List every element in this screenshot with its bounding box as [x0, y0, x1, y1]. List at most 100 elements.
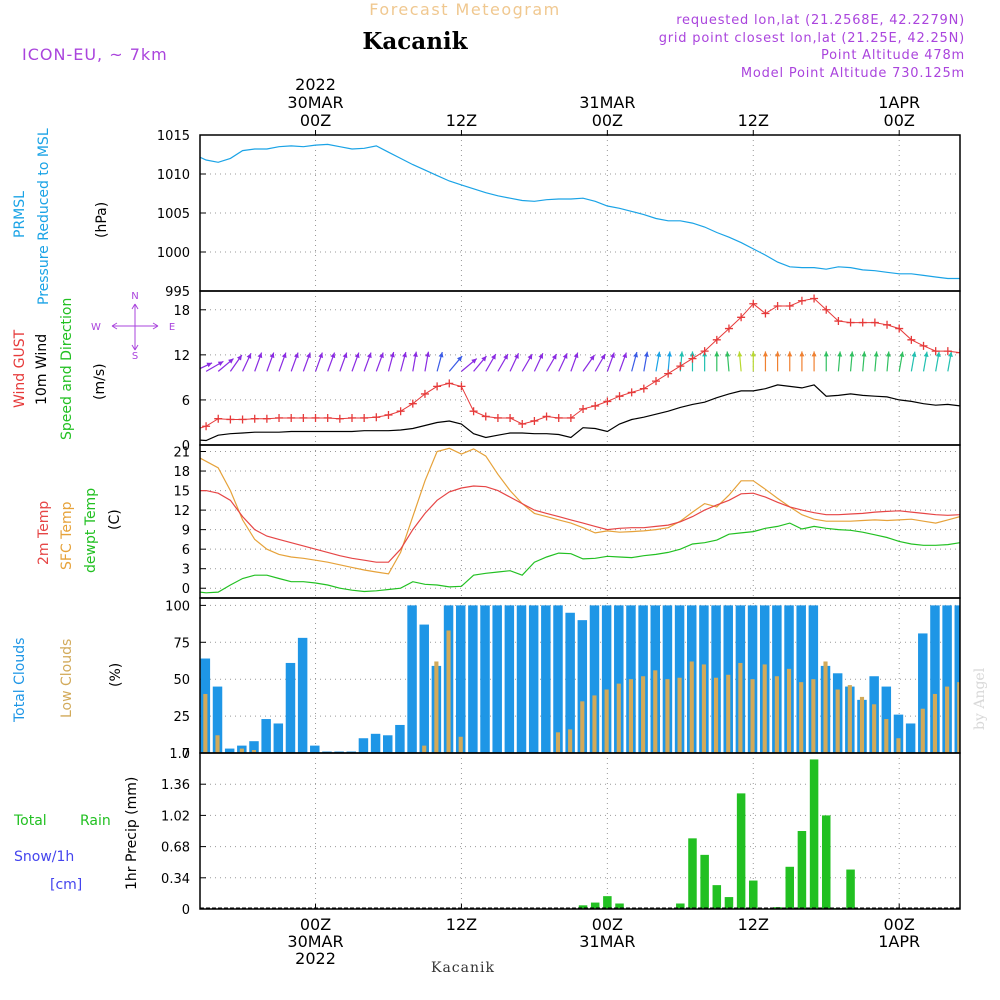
total-cloud-bar [905, 723, 916, 753]
total-cloud-bar [930, 605, 940, 753]
gust-marker [870, 318, 879, 327]
gust-marker [579, 404, 588, 413]
wind-arrow-head [318, 352, 323, 359]
gust-marker [712, 335, 721, 344]
wind-arrow [461, 358, 478, 372]
rain-bar [736, 793, 746, 909]
low-cloud-bar [665, 679, 670, 753]
panels: 9951000100510101015061218036912151821025… [157, 129, 1000, 918]
total-cloud-bar [395, 724, 405, 753]
top-time-label: 12Z [446, 111, 477, 130]
rain-bar [578, 905, 588, 909]
low-cloud-bar [738, 662, 743, 753]
panel-pressure: 995 1000 1005 1010 1015 [157, 129, 961, 300]
label-hpa: (hPa) [94, 202, 110, 238]
wind-arrow [436, 351, 444, 372]
wind-arrow [787, 351, 793, 372]
wind-arrow [799, 351, 805, 372]
low-cloud-bar [726, 674, 731, 753]
wind-arrow [546, 353, 558, 372]
wind-arrow-head [633, 352, 638, 358]
point-altitude: Point Altitude 478m [821, 48, 965, 63]
y-tick-label: 1010 [157, 168, 190, 183]
gust-marker [408, 399, 417, 408]
low-cloud-bar [251, 750, 257, 753]
wind-arrow-shaft [959, 369, 960, 372]
wind-arrow [898, 351, 905, 372]
rain-bar [676, 903, 685, 909]
low-cloud-bar [762, 664, 767, 753]
wind-arrow-head [236, 354, 242, 361]
low-cloud-bar [239, 748, 244, 753]
wind-arrow [885, 351, 891, 372]
rain-bar [785, 866, 795, 909]
total-cloud-bar [310, 745, 320, 753]
wind-arrow-head [947, 351, 953, 358]
total-cloud-bar [383, 735, 393, 753]
bottom-time-axis: 00Z30MAR202212Z00Z31MAR12Z00Z1APR12Z [287, 903, 920, 968]
wind-arrow-shaft [200, 363, 201, 364]
gust-marker [724, 324, 733, 333]
wind-compass: N W E S [91, 291, 175, 362]
low-cloud-bar [896, 738, 901, 753]
label-low-clouds: Low Clouds [59, 639, 75, 718]
gust-marker [299, 413, 308, 422]
gust-marker [214, 414, 223, 423]
wind-arrow [473, 355, 487, 372]
low-cloud-bar [215, 735, 220, 753]
compass-s: S [132, 351, 138, 362]
wind-arrow [737, 351, 743, 372]
y-tick-label: 1015 [157, 129, 190, 144]
wind-arrow-head [610, 352, 615, 359]
wind-arrow-head [811, 351, 817, 357]
wind-arrow-head [379, 352, 384, 359]
total-cloud-bar [565, 612, 575, 753]
wind-arrow-shaft [996, 352, 1000, 371]
low-cloud-bar [616, 683, 621, 753]
total-cloud-bar [614, 605, 624, 753]
wind-arrow-head [823, 351, 829, 357]
gust-line [200, 297, 960, 429]
plot-area-wind [200, 294, 1000, 442]
temp-2m-line [200, 485, 960, 563]
wind-arrow [714, 351, 720, 372]
gust-marker [797, 296, 806, 305]
gust-marker [785, 302, 794, 311]
panel-precip: 0 0.34 0.68 1.02 1.36 1.7 [161, 747, 961, 918]
rain-bar [712, 885, 722, 909]
wind-arrow [594, 353, 606, 372]
gust-marker [493, 413, 502, 422]
wind-arrow-head [206, 362, 213, 368]
label-speed-direction: Speed and Direction [59, 298, 75, 440]
y-tick-label: 75 [173, 636, 190, 651]
rain-bar [590, 902, 600, 909]
gust-marker [919, 341, 928, 350]
gust-marker [688, 354, 697, 363]
wind-arrow [996, 352, 1000, 371]
requested-coords: requested lon,lat (21.2568E, 42.2279N) [676, 13, 965, 28]
wind-arrow-head [330, 352, 336, 359]
gust-marker [858, 318, 867, 327]
wind-arrow-head [366, 352, 372, 359]
top-time-axis: 202230MAR00Z12Z31MAR00Z12Z1APR00Z12Z [287, 75, 920, 136]
wind-arrow [606, 352, 615, 372]
wind-arrow-head [425, 351, 431, 358]
total-cloud-bar [212, 686, 223, 753]
gust-marker [591, 401, 600, 410]
total-cloud-bar [577, 620, 588, 753]
wind-arrow [485, 353, 497, 372]
panel-frame-wind [199, 290, 961, 446]
wind-arrow-head [246, 353, 252, 359]
wind-arrow-head [573, 352, 579, 359]
gust-marker [250, 414, 259, 423]
model-altitude: Model Point Altitude 730.125m [741, 66, 965, 81]
wind-arrow [314, 352, 323, 372]
total-cloud-bar [991, 605, 1000, 753]
total-cloud-bar [480, 605, 490, 753]
label-precip-mm: 1hr Precip (mm) [124, 777, 140, 890]
wind-arrow-head [257, 352, 263, 359]
label-pressure-msl: Pressure Reduced to MSL [36, 128, 52, 305]
gust-marker [627, 388, 636, 397]
wind-arrow-head [873, 351, 879, 357]
wind-arrow-head [293, 352, 299, 359]
